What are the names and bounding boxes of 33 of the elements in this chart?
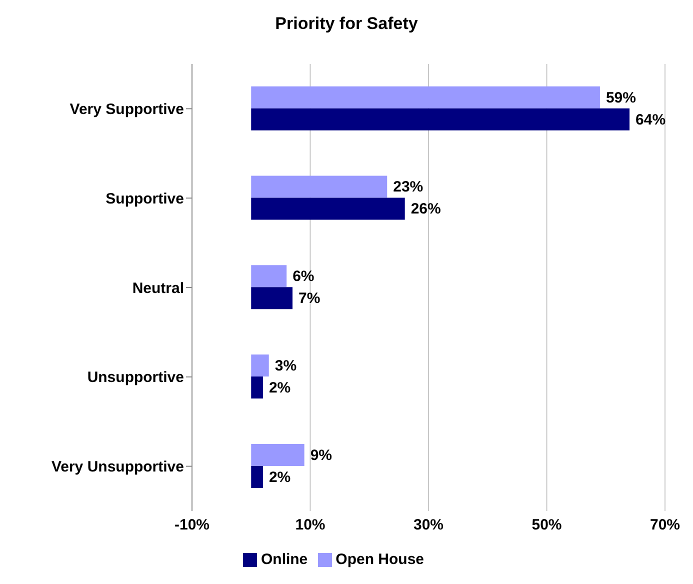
y-tick-label: Supportive (106, 190, 184, 208)
x-tick-label: 10% (295, 516, 326, 534)
data-label: 3% (274, 358, 297, 375)
data-label: 9% (310, 446, 332, 464)
data-label: 26% (410, 200, 441, 218)
bar (251, 287, 293, 310)
bar (251, 198, 405, 220)
bar (251, 466, 263, 488)
data-label: 59% (606, 89, 636, 106)
y-tick-label: Unsupportive (87, 369, 184, 386)
y-tick-label: Neutral (132, 280, 184, 297)
data-label: 23% (393, 178, 424, 196)
bar (251, 176, 388, 198)
legend-label: Open House (336, 551, 424, 568)
bar (251, 86, 600, 108)
bar (251, 444, 304, 466)
legend-label: Online (260, 551, 308, 568)
data-label: 7% (298, 290, 320, 308)
data-label: 2% (268, 468, 291, 486)
data-label: 2% (268, 380, 291, 397)
chart-title: Priority for Safety (274, 13, 419, 35)
y-tick-label: Very Supportive (70, 101, 184, 118)
x-tick-label: 30% (413, 516, 444, 534)
bar (251, 354, 269, 377)
x-tick-label: -10% (174, 516, 210, 534)
bar (251, 108, 630, 130)
data-label: 64% (636, 111, 666, 128)
data-label: 6% (292, 268, 314, 286)
x-tick-label: 50% (532, 516, 562, 534)
y-tick-label: Very Unsupportive (51, 458, 184, 476)
bar (251, 376, 263, 399)
bar (251, 265, 287, 288)
x-tick-label: 70% (650, 516, 680, 534)
